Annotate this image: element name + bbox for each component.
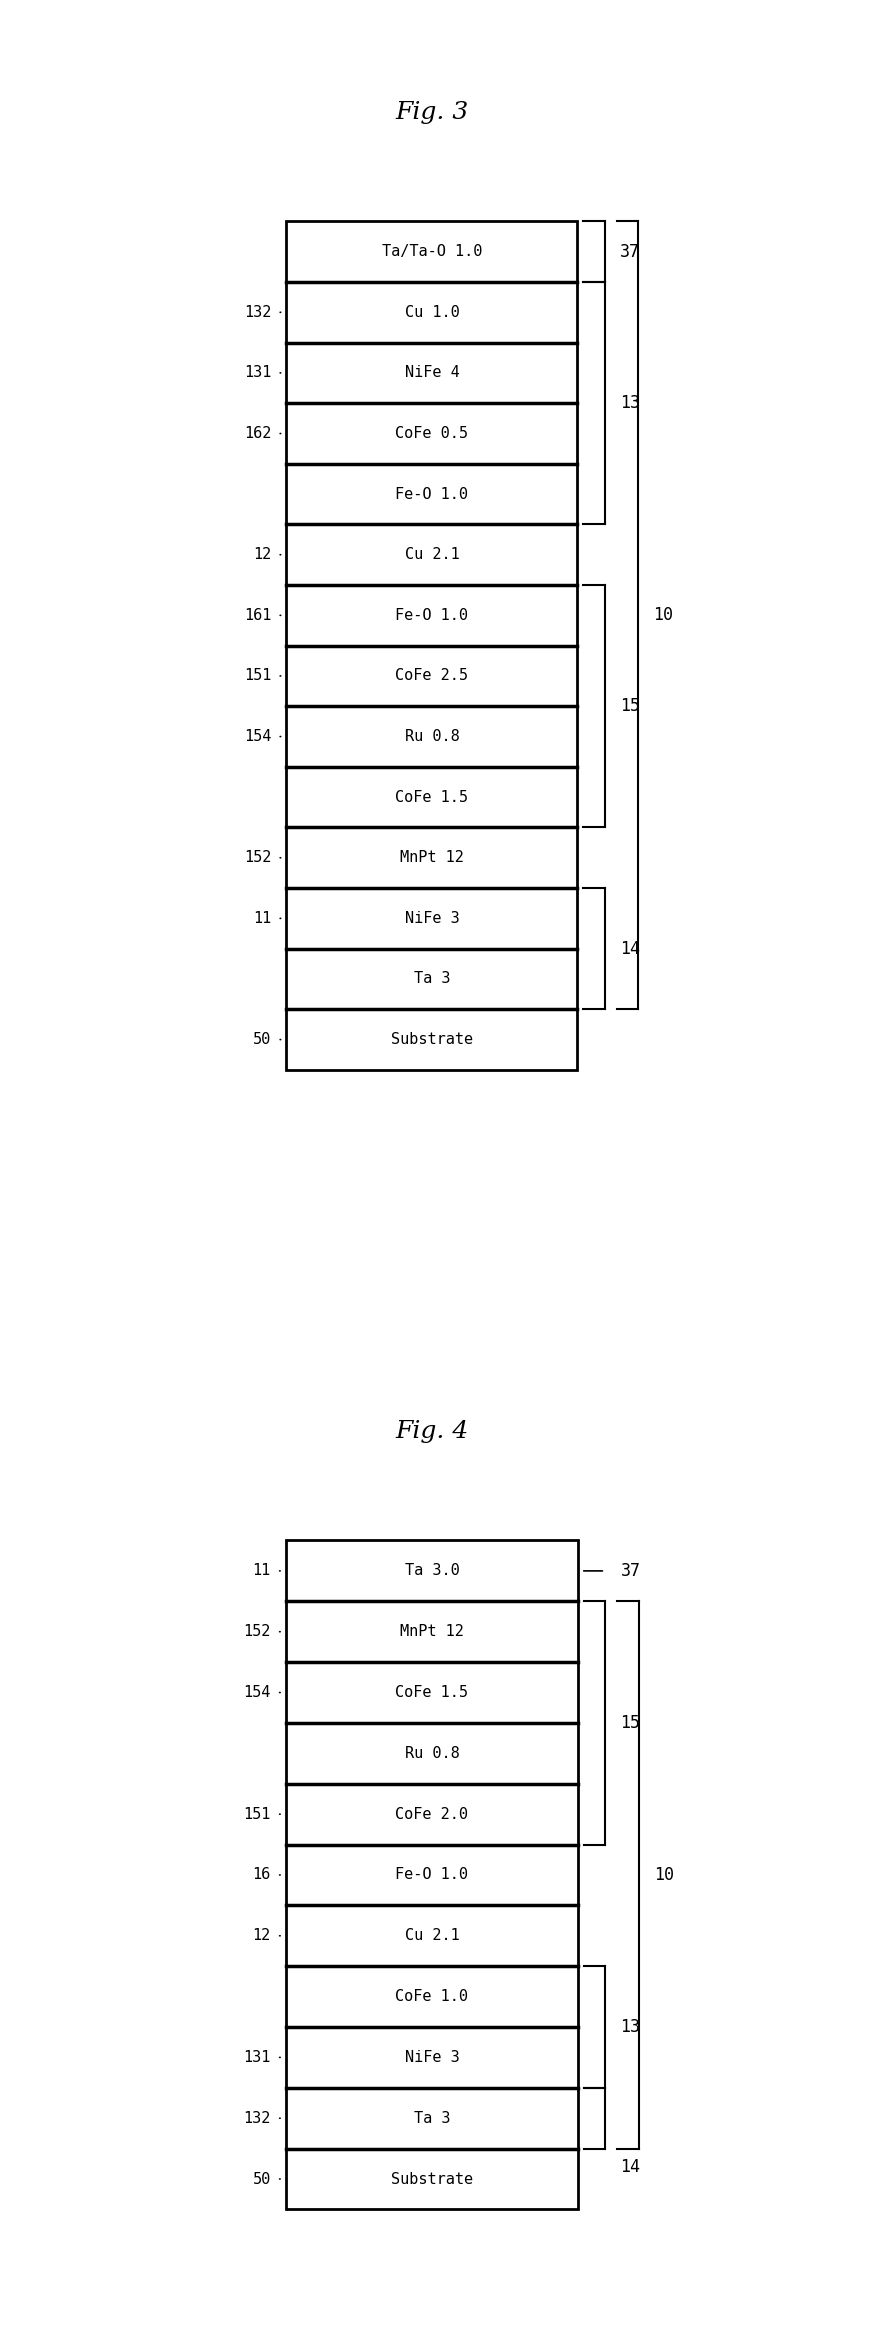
Text: 161: 161 [244, 608, 272, 622]
Text: Ta 3: Ta 3 [413, 971, 450, 987]
Text: 13: 13 [620, 394, 639, 412]
Text: CoFe 2.5: CoFe 2.5 [395, 668, 469, 682]
Text: 50: 50 [253, 1032, 272, 1048]
Text: 131: 131 [244, 366, 272, 380]
Text: Ru 0.8: Ru 0.8 [405, 729, 459, 743]
Text: 151: 151 [244, 1807, 271, 1821]
Text: 16: 16 [252, 1868, 271, 1882]
Text: 10: 10 [653, 1866, 674, 1884]
Text: NiFe 3: NiFe 3 [405, 911, 459, 927]
Text: 151: 151 [244, 668, 272, 682]
Text: MnPt 12: MnPt 12 [400, 1623, 464, 1640]
Text: 50: 50 [252, 2171, 271, 2187]
Text: CoFe 2.0: CoFe 2.0 [395, 1807, 469, 1821]
Text: Fe-O 1.0: Fe-O 1.0 [395, 487, 469, 501]
Text: CoFe 1.5: CoFe 1.5 [395, 790, 469, 804]
Text: Substrate: Substrate [391, 1032, 473, 1048]
Text: Ta/Ta-O 1.0: Ta/Ta-O 1.0 [382, 245, 482, 259]
Text: 11: 11 [252, 1563, 271, 1579]
Text: 12: 12 [252, 1928, 271, 1942]
Text: 154: 154 [244, 1684, 271, 1700]
Text: 154: 154 [244, 729, 272, 743]
Text: Cu 2.1: Cu 2.1 [405, 1928, 459, 1942]
Text: 14: 14 [620, 939, 639, 957]
Text: 37: 37 [620, 1563, 640, 1579]
Text: Fig. 4: Fig. 4 [395, 1421, 469, 1442]
Text: Fe-O 1.0: Fe-O 1.0 [395, 608, 469, 622]
Text: Cu 2.1: Cu 2.1 [405, 547, 459, 561]
Text: 15: 15 [620, 696, 639, 715]
Text: 131: 131 [244, 2050, 271, 2066]
Text: NiFe 3: NiFe 3 [405, 2050, 459, 2066]
Text: 132: 132 [244, 305, 272, 319]
Text: Cu 1.0: Cu 1.0 [405, 305, 459, 319]
Text: 14: 14 [620, 2157, 640, 2175]
Text: 132: 132 [244, 2110, 271, 2126]
Text: 152: 152 [244, 1623, 271, 1640]
Text: Fe-O 1.0: Fe-O 1.0 [395, 1868, 469, 1882]
Text: 15: 15 [620, 1714, 640, 1733]
Text: 13: 13 [620, 2017, 640, 2036]
Text: Substrate: Substrate [391, 2171, 473, 2187]
Bar [286, 221, 577, 1069]
Text: 11: 11 [253, 911, 272, 927]
Text: CoFe 1.0: CoFe 1.0 [395, 1989, 469, 2003]
Text: Fig. 3: Fig. 3 [395, 100, 469, 123]
Text: Ta 3.0: Ta 3.0 [405, 1563, 459, 1579]
Bar [286, 1539, 578, 2210]
Text: 162: 162 [244, 426, 272, 440]
Text: CoFe 1.5: CoFe 1.5 [395, 1684, 469, 1700]
Text: 12: 12 [253, 547, 272, 561]
Text: Ta 3: Ta 3 [413, 2110, 450, 2126]
Text: MnPt 12: MnPt 12 [400, 850, 464, 866]
Text: 37: 37 [620, 242, 639, 261]
Text: NiFe 4: NiFe 4 [405, 366, 459, 380]
Text: CoFe 0.5: CoFe 0.5 [395, 426, 469, 440]
Text: 152: 152 [244, 850, 272, 866]
Text: 10: 10 [653, 606, 673, 624]
Text: Ru 0.8: Ru 0.8 [405, 1747, 459, 1761]
